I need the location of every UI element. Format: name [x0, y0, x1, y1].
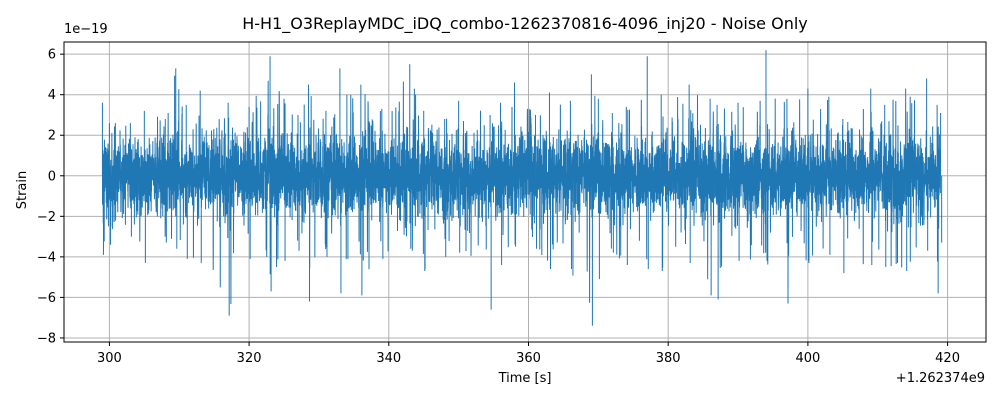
x-tick-label: 380	[656, 351, 681, 366]
strain-series-line	[101, 50, 943, 326]
x-axis-label: Time [s]	[498, 371, 552, 386]
plot-frame	[63, 41, 987, 343]
x-axis-ticks: 300 320 340 360 380 400 420	[97, 342, 960, 366]
x-tick-label: 400	[795, 351, 820, 366]
y-tick-label: 6	[48, 48, 56, 63]
y-scale-label: 1e−19	[64, 22, 108, 37]
grid-lines	[64, 42, 986, 342]
series-layer	[101, 50, 943, 326]
y-tick-label: 0	[48, 169, 56, 184]
x-offset-label: +1.262374e9	[896, 371, 985, 386]
x-tick-label: 300	[97, 351, 122, 366]
y-tick-label: −2	[37, 210, 56, 225]
x-tick-label: 360	[516, 351, 541, 366]
chart-title: H-H1_O3ReplayMDC_iDQ_combo-1262370816-40…	[242, 14, 808, 34]
y-axis-label: Strain	[15, 171, 30, 210]
x-tick-label: 340	[376, 351, 401, 366]
y-tick-label: 4	[48, 88, 56, 103]
y-tick-label: −6	[37, 291, 56, 306]
x-tick-label: 420	[935, 351, 960, 366]
y-tick-label: −4	[37, 250, 56, 265]
y-tick-label: 2	[48, 129, 56, 144]
y-axis-ticks: −8 −6 −4 −2 0 2 4 6	[37, 48, 64, 346]
x-tick-label: 320	[237, 351, 262, 366]
y-tick-label: −8	[37, 331, 56, 346]
